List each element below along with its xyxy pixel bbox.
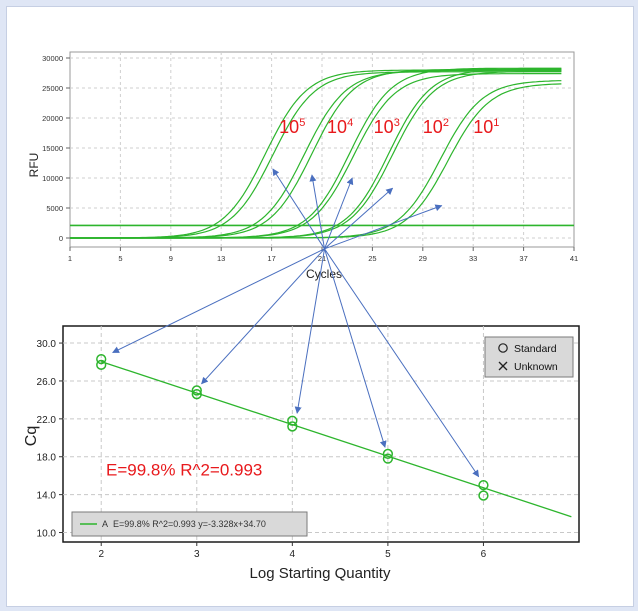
arrow-to-curve [324,204,443,250]
standard-point [382,448,394,460]
standard-point [287,421,298,432]
standard-point [96,354,107,365]
standard-point [191,385,202,396]
std-y-tick-label: 10.0 [37,529,57,540]
arrow-to-curve [272,168,325,250]
standard-circle-icon [498,343,508,353]
std-y-tick-label: 14.0 [37,491,57,502]
amp-x-tick-label: 13 [217,254,225,263]
arrow-to-standard-point [112,248,325,353]
fit-legend-box [71,511,308,537]
arrow-to-curve [324,177,354,249]
standard-point [478,480,489,491]
standard-point [287,415,298,426]
fit-legend-text: E=99.8% R^2=0.993 y=-3.328x+34.70 [113,519,266,529]
amplification-x-axis-label: Cycles [306,267,342,281]
std-y-tick-label: 26.0 [37,377,57,388]
standard-curve-x-ticks: 2 3 4 5 6 [98,542,487,560]
amplification-curves [70,67,574,239]
std-x-tick-label: 3 [194,549,200,560]
standard-point [478,490,489,501]
amplification-curve-10-1 [70,83,562,239]
amp-x-tick-label: 25 [368,254,376,263]
efficiency-annotation: E=99.8% R^2=0.993 [106,461,262,480]
amp-y-tick-label: 5000 [46,204,63,213]
amp-x-tick-label: 17 [267,254,275,263]
amplification-chart: 0 5000 10000 15000 20000 25000 30000 1 5 9 13 17 21… [27,51,578,281]
standard-point [191,389,202,400]
amplification-x-ticks: 1 5 9 13 17 21 25 29 33 37 41 [68,247,578,263]
legend-standard-label: Standard [514,343,557,355]
amp-y-tick-label: 15000 [42,144,63,153]
concentration-label-10-5: 105 [279,117,305,137]
standard-point [96,359,107,370]
arrow-to-standard-point [324,248,480,478]
concentration-label-10-1: 101 [473,117,499,137]
standard-curve-y-axis-label: Cq [23,426,40,446]
arrow-to-curve [324,187,394,250]
standard-curve-gridlines [63,326,579,542]
std-x-tick-label: 4 [290,549,296,560]
amplification-y-axis-label: RFU [27,153,41,178]
concentration-annotations: 105 104 103 102 101 [279,117,499,137]
arrow-to-standard-point [201,248,325,385]
arrow-to-standard-point [294,248,326,414]
concentration-label-10-4: 104 [327,117,353,137]
amp-y-tick-label: 0 [59,234,63,243]
arrow-to-curve [309,174,326,249]
standard-point [382,453,394,464]
standard-curve-y-ticks: 10.0 14.0 18.0 22.0 26.0 30.0 [37,339,63,540]
std-x-tick-label: 5 [385,549,391,560]
std-x-tick-label: 6 [481,549,487,560]
standard-curve-x-axis-label: Log Starting Quantity [250,565,391,582]
arrow-to-standard-point [324,248,387,448]
concentration-label-10-3: 103 [374,117,400,137]
mapping-arrows [112,168,480,478]
fit-legend: A E=99.8% R^2=0.993 y=-3.328x+34.70 [71,511,308,537]
concentration-label-10-2: 102 [423,117,449,137]
amp-x-tick-label: 9 [169,254,173,263]
amp-x-tick-label: 1 [68,254,72,263]
standard-curve-chart: 10.0 14.0 18.0 22.0 26.0 30.0 2 3 4 5 6 E=99.8% R… [23,325,580,582]
marker-legend-box [484,336,574,378]
amp-x-tick-label: 29 [419,254,427,263]
standard-points [96,354,489,501]
amp-x-tick-label: 37 [519,254,527,263]
amp-y-tick-label: 20000 [42,114,63,123]
amp-x-tick-label: 21 [318,254,326,263]
marker-legend: Standard Unknown [484,336,574,378]
amp-x-tick-label: 41 [570,254,578,263]
amplification-y-ticks: 0 5000 10000 15000 20000 25000 30000 [42,54,70,243]
std-y-tick-label: 22.0 [37,415,57,426]
std-y-tick-label: 18.0 [37,453,57,464]
regression-line [101,360,572,518]
unknown-cross-icon [498,361,508,371]
legend-unknown-label: Unknown [514,361,558,373]
amp-x-tick-label: 5 [118,254,122,263]
fit-legend-marker: A [102,519,108,529]
std-y-tick-label: 30.0 [37,339,57,350]
amp-y-tick-label: 10000 [42,174,63,183]
amp-x-tick-label: 33 [469,254,477,263]
amp-y-tick-label: 25000 [42,84,63,93]
amp-y-tick-label: 30000 [42,54,63,63]
std-x-tick-label: 2 [98,549,104,560]
